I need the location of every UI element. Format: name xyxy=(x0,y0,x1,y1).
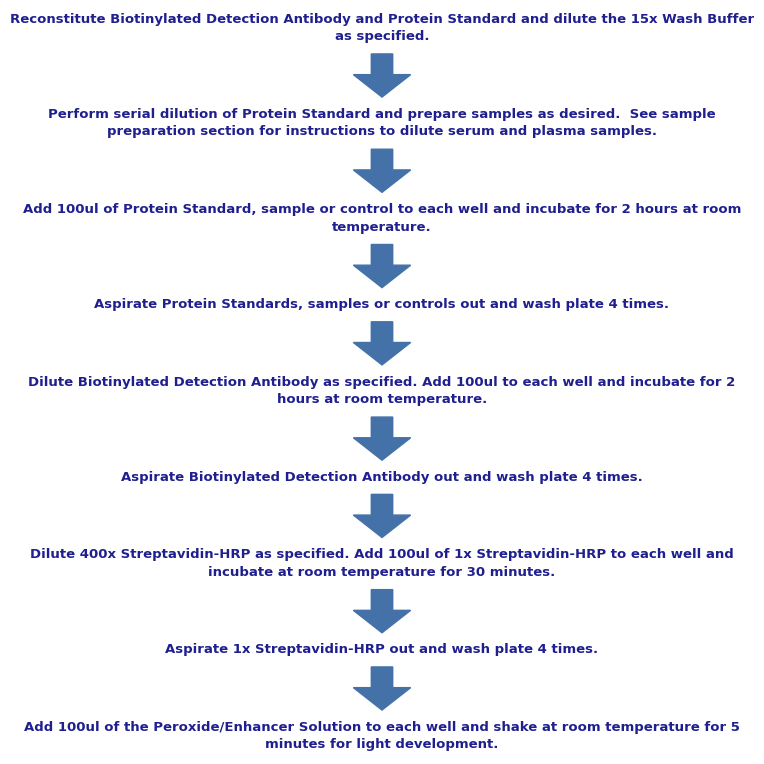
Text: Add 100ul of the Peroxide/Enhancer Solution to each well and shake at room tempe: Add 100ul of the Peroxide/Enhancer Solut… xyxy=(24,721,740,751)
FancyArrow shape xyxy=(354,667,411,710)
FancyArrow shape xyxy=(354,149,411,193)
FancyArrow shape xyxy=(354,54,411,97)
Text: Aspirate Protein Standards, samples or controls out and wash plate 4 times.: Aspirate Protein Standards, samples or c… xyxy=(95,298,669,311)
Text: Aspirate Biotinylated Detection Antibody out and wash plate 4 times.: Aspirate Biotinylated Detection Antibody… xyxy=(121,471,643,484)
Text: Reconstitute Biotinylated Detection Antibody and Protein Standard and dilute the: Reconstitute Biotinylated Detection Anti… xyxy=(10,13,754,43)
FancyArrow shape xyxy=(354,322,411,365)
Text: Perform serial dilution of Protein Standard and prepare samples as desired.  See: Perform serial dilution of Protein Stand… xyxy=(48,108,716,138)
Text: Aspirate 1x Streptavidin-HRP out and wash plate 4 times.: Aspirate 1x Streptavidin-HRP out and was… xyxy=(166,643,598,656)
FancyArrow shape xyxy=(354,590,411,633)
FancyArrow shape xyxy=(354,417,411,460)
FancyArrow shape xyxy=(354,244,411,287)
Text: Add 100ul of Protein Standard, sample or control to each well and incubate for 2: Add 100ul of Protein Standard, sample or… xyxy=(23,203,741,234)
FancyArrow shape xyxy=(354,494,411,538)
Text: Dilute 400x Streptavidin-HRP as specified. Add 100ul of 1x Streptavidin-HRP to e: Dilute 400x Streptavidin-HRP as specifie… xyxy=(30,549,734,579)
Text: Dilute Biotinylated Detection Antibody as specified. Add 100ul to each well and : Dilute Biotinylated Detection Antibody a… xyxy=(28,376,736,406)
